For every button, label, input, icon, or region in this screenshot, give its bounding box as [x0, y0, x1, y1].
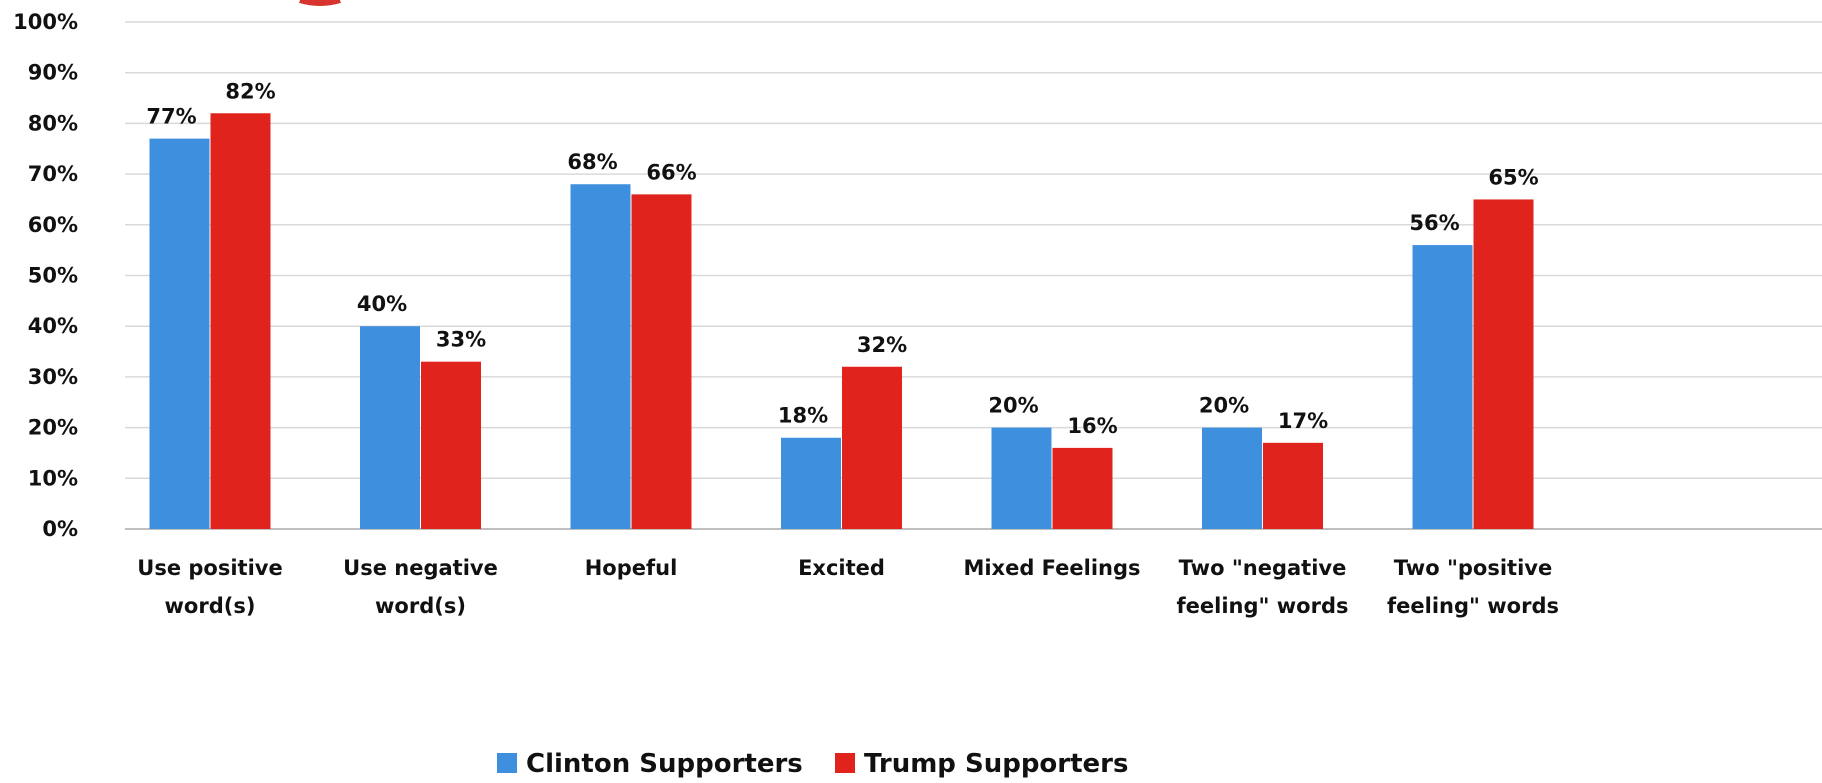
y-tick-label: 100% [13, 10, 78, 34]
data-label: 56% [1409, 211, 1459, 235]
bar-clinton [781, 437, 841, 529]
category-label: Hopeful [585, 556, 678, 580]
y-tick-label: 30% [28, 365, 78, 389]
data-label: 40% [357, 292, 407, 316]
data-label: 20% [1199, 394, 1249, 418]
category-label: Excited [798, 556, 885, 580]
data-label: 66% [646, 160, 696, 184]
data-label: 33% [436, 328, 486, 352]
y-tick-label: 10% [28, 466, 78, 490]
bar-clinton [1412, 245, 1473, 529]
data-label: 32% [857, 333, 907, 357]
y-tick-label: 40% [28, 314, 78, 338]
y-tick-label: 60% [28, 213, 78, 237]
bar-trump [631, 194, 692, 529]
y-tick-label: 0% [42, 517, 78, 541]
legend-label-trump: Trump Supporters [864, 749, 1128, 779]
category-label: feeling" words [1177, 594, 1349, 618]
category-label: Use negative [343, 556, 498, 580]
y-axis-tick-labels: 0% 10% 20% 30% 40% 50% 60% 70% 80% 90% 100% [13, 10, 78, 541]
y-tick-label: 50% [28, 264, 78, 288]
legend-label-clinton: Clinton Supporters [526, 749, 803, 779]
bar-clinton [991, 427, 1052, 529]
y-tick-label: 70% [28, 162, 78, 186]
data-label: 17% [1278, 409, 1328, 433]
bar-clinton [1202, 427, 1262, 529]
bar-trump [210, 113, 271, 529]
data-label: 68% [567, 150, 617, 174]
bar-trump [1263, 442, 1323, 529]
legend-swatch-clinton [497, 753, 517, 773]
data-label: 20% [988, 394, 1038, 418]
bar-trump [421, 361, 481, 529]
bar-trump [1052, 447, 1113, 529]
bar-clinton [360, 326, 420, 529]
category-label: Two "positive [1394, 556, 1552, 580]
bar-clinton [570, 184, 631, 530]
category-label: Use positive [137, 556, 282, 580]
data-label: 82% [225, 79, 275, 103]
y-tick-label: 80% [28, 111, 78, 135]
bars [149, 113, 1534, 530]
y-tick-label: 20% [28, 416, 78, 440]
legend: Clinton Supporters Trump Supporters [497, 749, 1128, 779]
data-label: 77% [146, 105, 196, 129]
x-axis-category-labels: Use positive word(s) Use negative word(s) Ho… [137, 556, 1559, 618]
category-label: feeling" words [1387, 594, 1559, 618]
bar-trump [842, 366, 902, 529]
category-label: word(s) [375, 594, 466, 618]
data-label: 18% [778, 404, 828, 428]
data-labels: 77% 82% 40% 33% 68% 66% 18% 32% 20% 16% 20% 17% 56% 6… [146, 79, 1538, 438]
category-label: Two "negative [1179, 556, 1347, 580]
bar-clinton [149, 138, 210, 530]
data-label: 16% [1067, 414, 1117, 438]
y-tick-label: 90% [28, 61, 78, 85]
legend-swatch-trump [835, 753, 855, 773]
bar-trump [1473, 199, 1534, 529]
data-label: 65% [1488, 165, 1538, 189]
decorative-red-arc [299, 0, 341, 6]
category-label: Mixed Feelings [963, 556, 1140, 580]
category-label: word(s) [165, 594, 256, 618]
